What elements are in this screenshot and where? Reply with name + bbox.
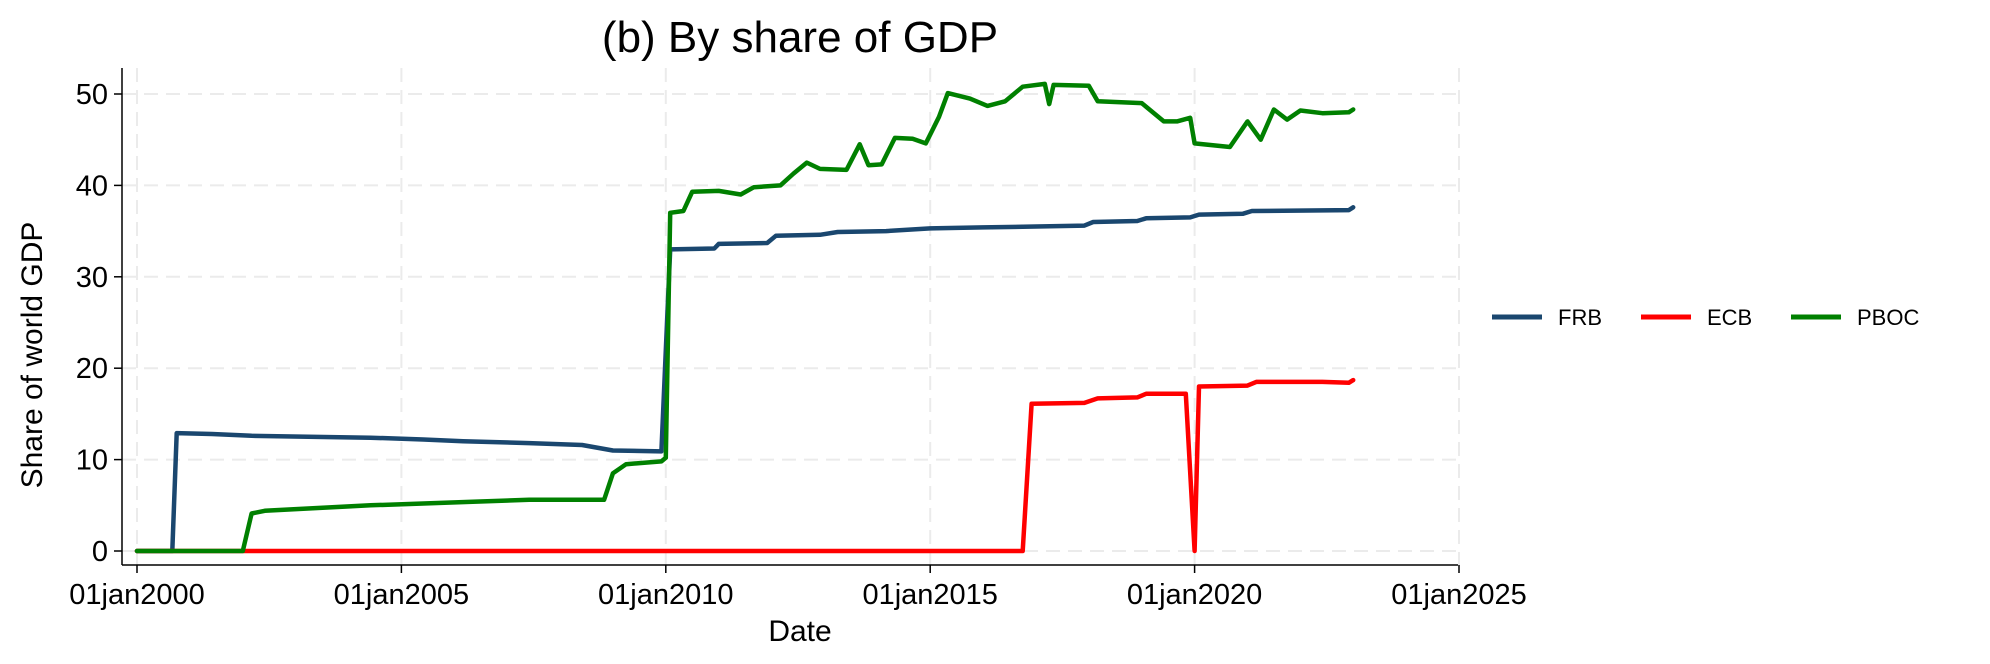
series-line-pboc (134, 81, 1356, 554)
y-tick-label: 0 (92, 536, 108, 568)
y-tick-label: 10 (76, 445, 108, 477)
y-tick-label: 40 (76, 170, 108, 202)
y-tick-label: 30 (76, 262, 108, 294)
x-tick-label: 01jan2025 (1391, 579, 1526, 611)
x-tick-label: 01jan2010 (598, 579, 733, 611)
legend: FRB ECB PBOC (1492, 305, 1919, 330)
legend-label-frb: FRB (1558, 305, 1602, 330)
legend-label-pboc: PBOC (1857, 305, 1919, 330)
grid (122, 68, 1460, 565)
x-tick-label: 01jan2020 (1127, 579, 1262, 611)
y-tick-label: 50 (76, 79, 108, 111)
x-tick-label: 01jan2015 (862, 579, 997, 611)
legend-label-ecb: ECB (1707, 305, 1752, 330)
y-tick-label: 20 (76, 353, 108, 385)
x-tick-label: 01jan2005 (334, 579, 469, 611)
series-layer (134, 81, 1356, 554)
chart-title: (b) By share of GDP (602, 13, 998, 62)
axes: 0 10 20 30 40 50 01jan2000 01jan2005 01jan2010 01… (69, 68, 1527, 611)
x-axis-title: Date (768, 615, 831, 648)
y-axis-title: Share of world GDP (16, 222, 49, 489)
series-line-frb (134, 205, 1356, 554)
series-line-ecb (134, 377, 1356, 554)
x-tick-label: 01jan2000 (69, 579, 204, 611)
